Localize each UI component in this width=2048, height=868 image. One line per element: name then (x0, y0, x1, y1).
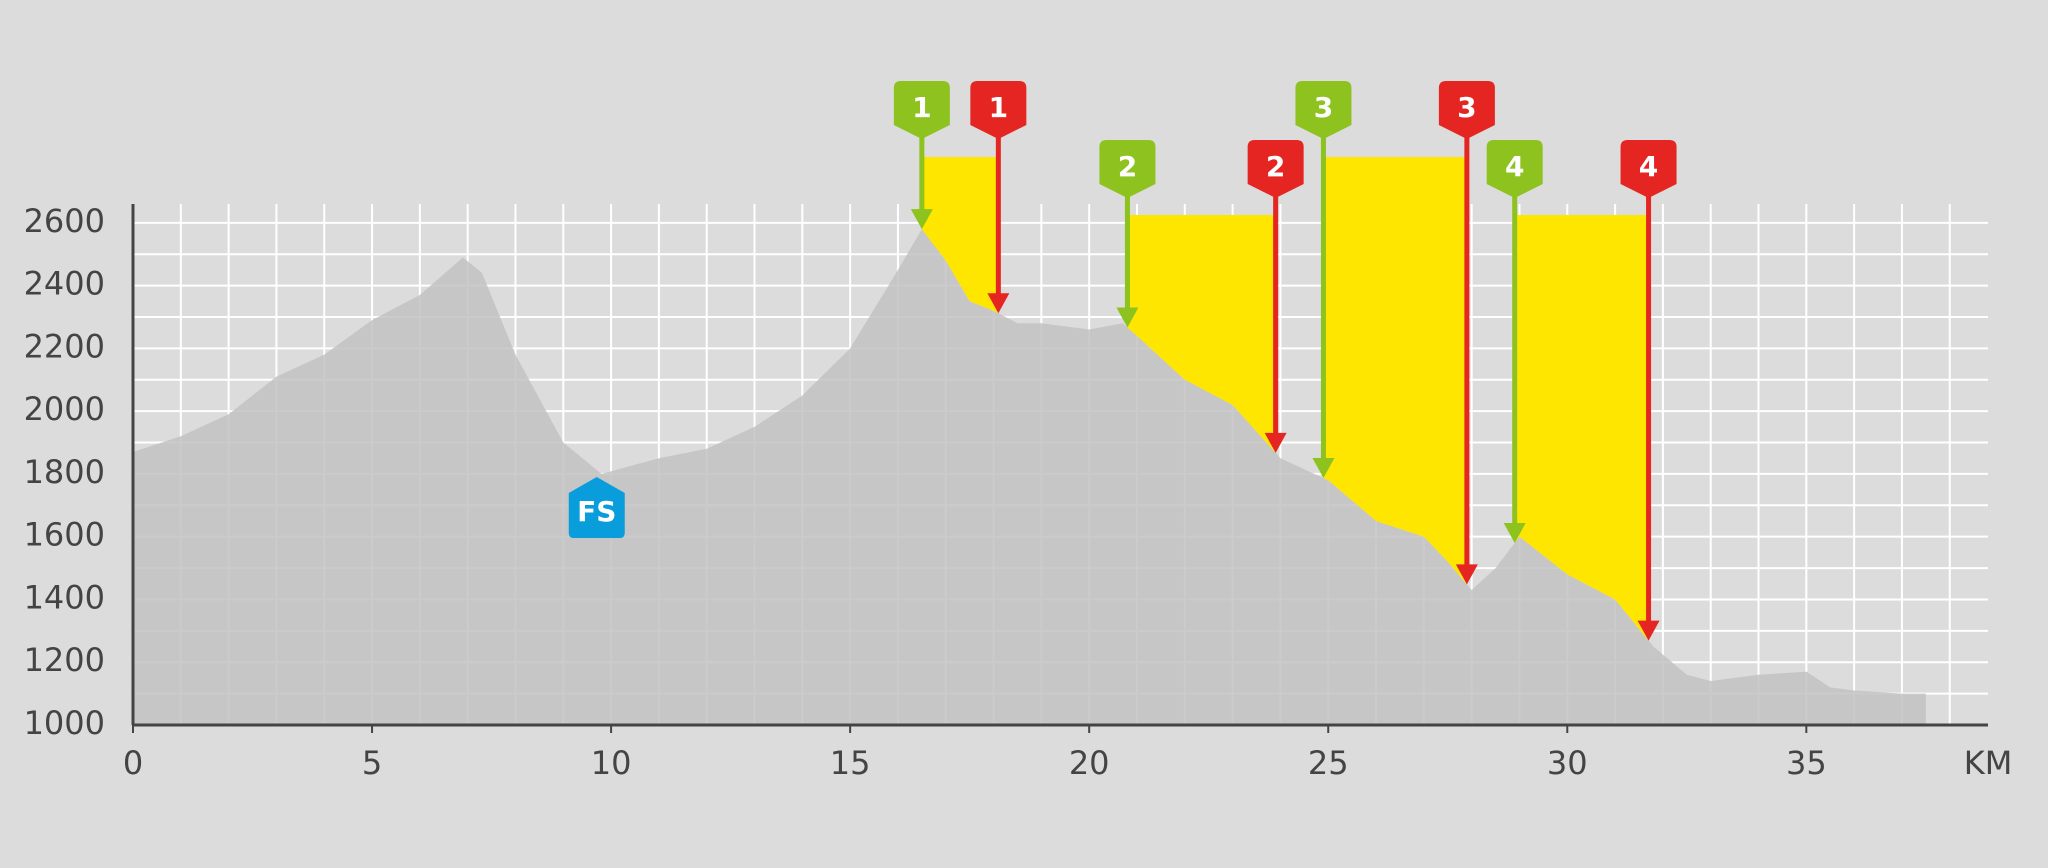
x-tick-label: 35 (1786, 744, 1827, 782)
start-flag-label: 1 (912, 91, 931, 124)
x-unit-label: KM (1964, 744, 2013, 782)
marker-label: FS (577, 495, 616, 528)
end-flag (1247, 140, 1304, 198)
end-arrow-head (1264, 432, 1287, 453)
x-tick-label: 5 (362, 744, 382, 782)
x-tick-label: 0 (123, 744, 143, 782)
start-flag-label: 2 (1118, 150, 1137, 183)
marker (568, 477, 625, 538)
x-tick-label: 25 (1308, 744, 1349, 782)
start-flag-label: 3 (1314, 91, 1333, 124)
start-arrow-head (910, 209, 933, 230)
end-flag-label: 1 (989, 91, 1008, 124)
segment-area (921, 157, 999, 314)
segment-area (1127, 215, 1276, 453)
start-arrow-head (1116, 307, 1139, 328)
x-tick-label: 15 (830, 744, 871, 782)
x-tick-label: 30 (1547, 744, 1588, 782)
y-tick-label: 1400 (24, 578, 105, 616)
end-arrow-head (987, 293, 1010, 314)
start-flag (893, 81, 950, 139)
end-flag-label: 2 (1266, 150, 1285, 183)
end-flag-label: 3 (1457, 91, 1476, 124)
end-arrow-head (1637, 620, 1660, 641)
end-flag (1620, 140, 1677, 198)
y-tick-label: 2000 (24, 390, 105, 428)
segment-area (1323, 157, 1467, 585)
y-tick-label: 2600 (24, 202, 105, 240)
end-flag (1438, 81, 1495, 139)
y-tick-label: 2200 (24, 327, 105, 365)
start-arrow-head (1503, 522, 1526, 543)
end-flag-label: 4 (1639, 150, 1658, 183)
end-flag (970, 81, 1027, 139)
start-flag (1295, 81, 1352, 139)
y-tick-label: 1600 (24, 516, 105, 554)
start-arrow-head (1312, 457, 1335, 478)
start-flag-label: 4 (1505, 150, 1524, 183)
x-tick-label: 20 (1069, 744, 1110, 782)
elevation-area (133, 229, 1926, 725)
start-flag (1486, 140, 1543, 198)
x-tick-label: 10 (591, 744, 632, 782)
y-tick-label: 2400 (24, 265, 105, 303)
y-tick-label: 1000 (24, 704, 105, 742)
end-arrow-head (1455, 564, 1478, 585)
segment-area (1514, 215, 1649, 641)
y-tick-label: 1800 (24, 453, 105, 491)
y-tick-label: 1200 (24, 641, 105, 679)
start-flag (1099, 140, 1156, 198)
